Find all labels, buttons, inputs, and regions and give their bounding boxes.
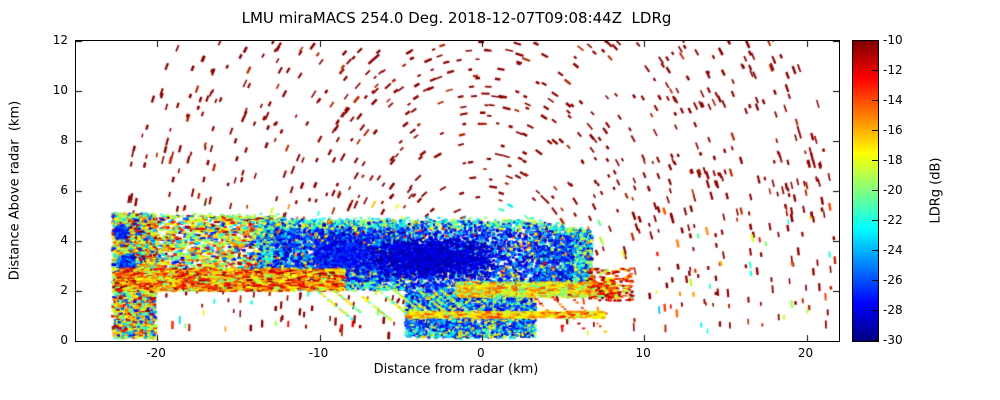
x-tick-label: -20 bbox=[146, 346, 166, 360]
colorbar-tick-mark bbox=[872, 189, 878, 191]
x-axis-label: Distance from radar (km) bbox=[373, 362, 539, 377]
colorbar-tick-label: -26 bbox=[883, 273, 903, 287]
colorbar-tick-label: -20 bbox=[883, 183, 903, 197]
colorbar-tick-label: -16 bbox=[883, 123, 903, 137]
x-tick-label: 20 bbox=[797, 346, 814, 360]
colorbar-tick-mark bbox=[872, 219, 878, 221]
colorbar-tick-mark bbox=[872, 309, 878, 311]
colorbar-tick-label: -30 bbox=[883, 333, 903, 347]
colorbar-tick-mark bbox=[872, 69, 878, 71]
colorbar-tick-label: -12 bbox=[883, 63, 903, 77]
colorbar-tick-label: -18 bbox=[883, 153, 903, 167]
colorbar-tick-mark bbox=[872, 99, 878, 101]
colorbar-tick-mark bbox=[872, 339, 878, 341]
colorbar-tick-mark bbox=[872, 159, 878, 161]
chart-title: LMU miraMACS 254.0 Deg. 2018-12-07T09:08… bbox=[241, 9, 672, 27]
y-tick-label: 4 bbox=[60, 233, 68, 247]
colorbar-tick-label: -28 bbox=[883, 303, 903, 317]
colorbar-tick-mark bbox=[872, 129, 878, 131]
x-tick-label: 10 bbox=[635, 346, 651, 360]
x-tick-label: -10 bbox=[308, 346, 329, 360]
radar-echo-canvas bbox=[76, 41, 839, 341]
x-tick-label: 0 bbox=[477, 346, 485, 360]
y-tick-label: 0 bbox=[60, 333, 68, 347]
colorbar bbox=[852, 40, 879, 342]
y-tick-label: 6 bbox=[60, 183, 68, 197]
colorbar-tick-label: -22 bbox=[883, 213, 903, 227]
colorbar-tick-label: -14 bbox=[883, 93, 903, 107]
colorbar-label: LDRg (dB) bbox=[928, 157, 944, 224]
y-tick-label: 2 bbox=[60, 283, 68, 297]
colorbar-tick-mark bbox=[872, 279, 878, 281]
colorbar-tick-label: -24 bbox=[883, 243, 903, 257]
colorbar-tick-mark bbox=[872, 39, 878, 41]
colorbar-tick-mark bbox=[872, 249, 878, 251]
y-tick-label: 8 bbox=[60, 133, 68, 147]
y-tick-label: 12 bbox=[52, 33, 68, 47]
plot-area bbox=[75, 40, 840, 342]
y-tick-label: 10 bbox=[52, 83, 68, 97]
colorbar-tick-label: -10 bbox=[883, 33, 903, 47]
